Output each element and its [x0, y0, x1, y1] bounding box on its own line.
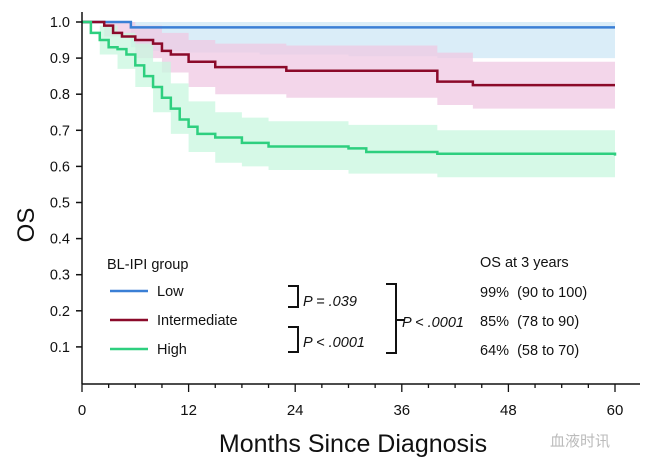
ci-bands: [82, 22, 615, 180]
x-tick-label: 36: [393, 402, 410, 419]
x-tick-label: 48: [500, 402, 517, 419]
y-tick-label: 0.5: [50, 196, 70, 212]
y-tick-label: 0.7: [50, 123, 70, 139]
ci-band-intermediate: [104, 22, 615, 111]
y-axis-label: OS: [13, 208, 40, 243]
os-title: OS at 3 years: [480, 255, 569, 271]
legend-label-intermediate: Intermediate: [157, 313, 238, 329]
x-tick-label: 60: [607, 402, 624, 419]
x-tick-label: 24: [287, 402, 304, 419]
y-tick-label: 0.6: [50, 159, 70, 175]
curve-low: [82, 20, 615, 29]
watermark: 血液时讯: [550, 433, 610, 450]
axis-ticks: 0.1 0.2 0.3 0.4 0.5 0.6 0.7 0.8 0.9 1.0 0 12 24 36 48 6…: [50, 15, 624, 419]
y-tick-label: 0.1: [50, 340, 70, 356]
legend-title: BL-IPI group: [107, 257, 188, 273]
y-tick-label: 0.3: [50, 268, 70, 284]
survival-curves: [82, 20, 617, 156]
x-tick-label: 12: [180, 402, 197, 419]
ci-band-high: [82, 22, 615, 180]
p-value-low-int: P = .039: [303, 294, 357, 310]
y-tick-label: 0.2: [50, 304, 70, 320]
x-tick-label: 0: [78, 402, 86, 419]
os-low: 99% (90 to 100): [480, 285, 587, 301]
legend-label-low: Low: [157, 284, 184, 300]
p-value-overall: P < .0001: [402, 315, 464, 331]
legend: Low Intermediate High: [110, 284, 238, 358]
x-axis-label: Months Since Diagnosis: [219, 430, 487, 457]
legend-label-high: High: [157, 342, 187, 358]
y-tick-label: 0.4: [50, 232, 70, 248]
y-tick-label: 0.9: [50, 51, 70, 67]
y-tick-label: 0.8: [50, 87, 70, 103]
p-brackets: [288, 283, 404, 354]
curve-intermediate: [82, 20, 615, 87]
curve-high: [82, 20, 617, 156]
p-value-int-high: P < .0001: [303, 335, 365, 351]
os-high: 64% (58 to 70): [480, 343, 579, 359]
y-tick-label: 1.0: [50, 15, 70, 31]
os-intermediate: 85% (78 to 90): [480, 314, 579, 330]
